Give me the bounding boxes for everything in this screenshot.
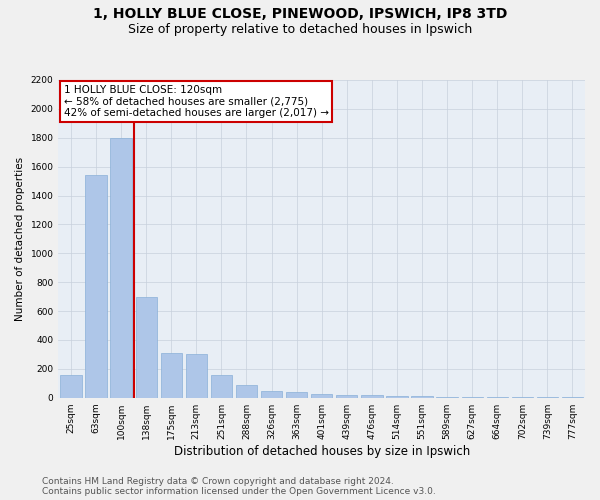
Bar	[110, 138, 132, 398]
Bar	[60, 374, 82, 398]
Bar	[185, 354, 207, 398]
Bar	[136, 296, 157, 398]
Y-axis label: Number of detached properties: Number of detached properties	[15, 157, 25, 321]
Text: Contains HM Land Registry data © Crown copyright and database right 2024.
Contai: Contains HM Land Registry data © Crown c…	[42, 476, 436, 496]
Text: 1 HOLLY BLUE CLOSE: 120sqm
← 58% of detached houses are smaller (2,775)
42% of s: 1 HOLLY BLUE CLOSE: 120sqm ← 58% of deta…	[64, 85, 329, 118]
X-axis label: Distribution of detached houses by size in Ipswich: Distribution of detached houses by size …	[173, 444, 470, 458]
Bar	[386, 396, 407, 398]
Bar	[412, 396, 433, 398]
Bar	[236, 384, 257, 398]
Bar	[311, 394, 332, 398]
Text: Size of property relative to detached houses in Ipswich: Size of property relative to detached ho…	[128, 22, 472, 36]
Bar	[211, 374, 232, 398]
Bar	[261, 391, 282, 398]
Bar	[85, 176, 107, 398]
Bar	[161, 353, 182, 398]
Bar	[436, 397, 458, 398]
Text: 1, HOLLY BLUE CLOSE, PINEWOOD, IPSWICH, IP8 3TD: 1, HOLLY BLUE CLOSE, PINEWOOD, IPSWICH, …	[93, 8, 507, 22]
Bar	[361, 395, 383, 398]
Bar	[336, 394, 358, 398]
Bar	[286, 392, 307, 398]
